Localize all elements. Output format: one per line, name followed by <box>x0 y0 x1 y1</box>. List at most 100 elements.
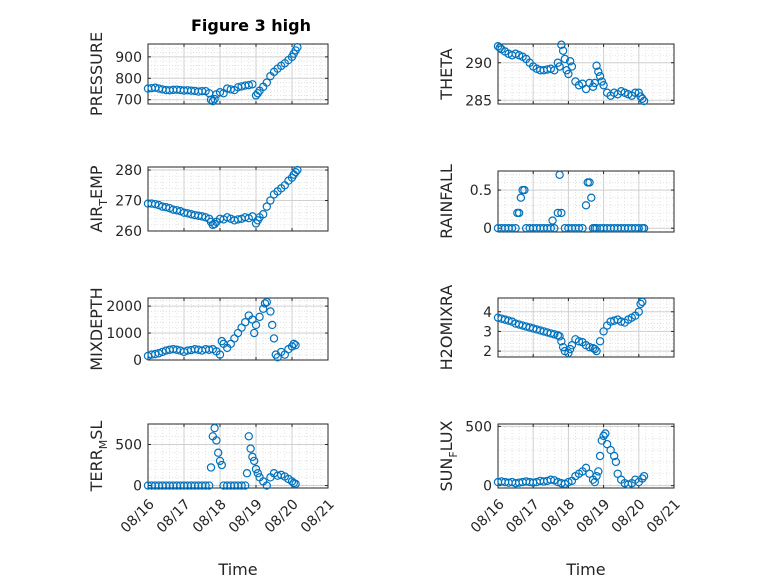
data-point <box>550 223 559 233</box>
data-point <box>564 69 573 79</box>
data-point <box>560 54 570 64</box>
data-point <box>268 320 277 330</box>
data-point <box>553 208 563 218</box>
panel-rainfall: 0 0.5 RAINFALL <box>437 164 675 239</box>
data-point <box>516 193 526 202</box>
data-point <box>592 471 601 481</box>
data-point <box>581 463 591 473</box>
data-point <box>504 316 513 325</box>
axes-box <box>147 297 329 361</box>
axes-box <box>147 166 329 232</box>
y-axis-label: PRESSURE <box>87 32 106 116</box>
data-point <box>597 436 607 445</box>
data-point <box>154 349 163 358</box>
data-point <box>249 456 259 466</box>
x-tick-label: 08/16 <box>468 496 508 536</box>
data-point <box>269 334 279 343</box>
data-point <box>601 429 610 438</box>
data-point <box>255 312 264 322</box>
data-point <box>244 80 253 90</box>
y-tick-label: 800 <box>115 71 142 87</box>
data-point <box>251 464 261 474</box>
y-axis-label: AIRTEMP <box>87 165 110 232</box>
axes-box <box>497 170 675 233</box>
data-point <box>557 40 566 49</box>
x-tick-label: 08/21 <box>644 496 684 536</box>
y-axis-label: MIXDEPTH <box>87 287 106 370</box>
x-tick-label: 08/17 <box>154 496 194 536</box>
data-point <box>634 223 644 233</box>
data-point <box>291 479 300 489</box>
data-point <box>595 337 605 346</box>
y-tick-label: 0 <box>133 479 142 495</box>
panel-h2omixra: 2 3 4 H2OMIXRA <box>437 285 675 371</box>
data-point <box>244 432 253 441</box>
data-point <box>253 89 262 98</box>
y-tick-label: 280 <box>115 163 142 179</box>
data-point <box>546 223 556 233</box>
data-point <box>599 81 608 90</box>
data-point <box>293 165 302 175</box>
data-point <box>215 456 225 466</box>
data-point <box>253 469 262 478</box>
y-tick-label: 290 <box>465 56 492 72</box>
y-tick-label: 500 <box>465 419 492 435</box>
data-point <box>248 452 257 462</box>
data-point <box>210 219 219 229</box>
data-point <box>550 330 559 339</box>
data-point <box>291 340 300 350</box>
axes-box <box>497 297 675 358</box>
x-tick-label: 08/16 <box>118 496 158 536</box>
y-axis-label: RAINFALL <box>437 164 456 239</box>
y-axis-label: SUNFLUX <box>437 420 460 491</box>
data-point <box>606 445 615 455</box>
data-point <box>208 97 217 106</box>
data-point <box>557 208 566 218</box>
data-point <box>210 423 219 433</box>
y-tick-label: 260 <box>115 224 142 240</box>
data-point <box>507 223 517 233</box>
panel-pressure: 700 800 900 PRESSURE <box>87 32 329 116</box>
data-point <box>638 474 647 483</box>
data-point <box>204 481 214 490</box>
x-axis-label: Time <box>217 560 257 579</box>
data-point <box>634 307 644 316</box>
y-tick-label: 270 <box>115 194 142 210</box>
y-tick-label: 0 <box>133 353 142 369</box>
data-point <box>609 451 619 461</box>
data-point <box>594 67 603 76</box>
data-point <box>578 223 587 233</box>
data-point <box>215 350 225 359</box>
data-point <box>262 297 271 307</box>
data-point <box>215 88 225 97</box>
data-point <box>197 212 207 221</box>
y-tick-label: 700 <box>115 93 142 109</box>
y-axis-label: H2OMIXRA <box>437 285 456 371</box>
data-point <box>624 480 633 489</box>
data-point <box>210 94 219 104</box>
axes-box <box>497 43 675 105</box>
data-point <box>590 344 600 354</box>
y-tick-label: 2 <box>483 344 492 360</box>
data-point <box>599 327 608 336</box>
data-point <box>611 457 621 467</box>
data-point <box>259 210 268 219</box>
data-point <box>639 471 649 481</box>
data-point <box>557 337 566 346</box>
data-point <box>240 481 250 490</box>
y-tick-label: 3 <box>483 324 492 340</box>
data-point <box>262 78 271 87</box>
data-point <box>574 337 584 346</box>
data-point <box>594 467 603 476</box>
data-point <box>574 223 584 233</box>
data-point <box>613 469 622 478</box>
data-point <box>636 299 645 309</box>
data-point <box>585 178 594 187</box>
data-point <box>602 439 612 449</box>
y-tick-label: 0 <box>483 479 492 495</box>
data-point <box>161 203 171 212</box>
data-point <box>638 94 647 103</box>
data-point <box>259 304 268 313</box>
